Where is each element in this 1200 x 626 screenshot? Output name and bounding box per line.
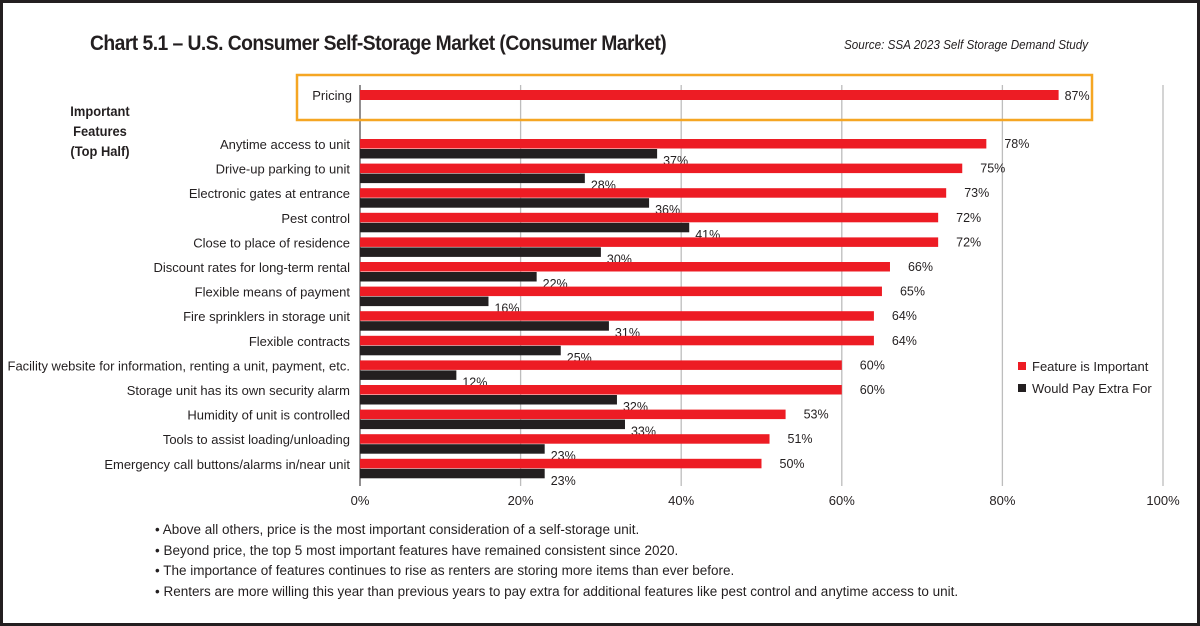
group-label: Important Features (Top Half) (70, 103, 130, 159)
legend-swatch (1018, 362, 1026, 370)
category-label: Pricing (312, 88, 352, 103)
category-label: Flexible contracts (249, 334, 351, 349)
category-label: Emergency call buttons/alarms in/near un… (104, 457, 350, 472)
bar-important (360, 163, 963, 174)
bar-pay-extra (360, 272, 537, 282)
data-label: 51% (788, 432, 813, 446)
category-label: Discount rates for long-term rental (153, 260, 350, 275)
bar-pay-extra (360, 198, 650, 208)
category-label: Flexible means of payment (195, 285, 351, 300)
bar-pay-extra (360, 321, 609, 331)
bar-pay-extra (360, 296, 489, 307)
highlight-box (295, 73, 1094, 122)
category-label: Close to place of residence (193, 235, 350, 250)
note: • Beyond price, the top 5 most important… (155, 542, 679, 558)
category-label: Tools to assist loading/unloading (163, 432, 350, 447)
legend-label: Would Pay Extra For (1032, 381, 1152, 396)
data-label: 72% (956, 235, 981, 249)
data-label: 60% (860, 383, 885, 397)
bar-important (360, 212, 939, 223)
x-tick-label: 40% (668, 493, 694, 508)
bar-important (360, 360, 842, 370)
data-label: 66% (908, 260, 933, 274)
data-label: 87% (1065, 89, 1090, 103)
bar-pay-extra (360, 247, 601, 257)
category-label: Storage unit has its own security alarm (127, 383, 350, 398)
note: • Above all others, price is the most im… (155, 522, 640, 537)
data-label: 72% (956, 211, 981, 225)
data-label: 64% (892, 334, 917, 348)
bar-important (360, 311, 874, 321)
data-label: 53% (804, 408, 829, 422)
bar-important (360, 409, 786, 420)
chart-source: Source: SSA 2023 Self Storage Demand Stu… (844, 37, 1089, 52)
category-label: Drive-up parking to unit (216, 162, 351, 177)
bar-pay-extra (360, 222, 690, 233)
x-tick-label: 80% (989, 493, 1015, 508)
bar-important (360, 434, 770, 444)
bar-important (360, 237, 939, 247)
category-label: Electronic gates at entrance (189, 186, 350, 201)
category-label: Anytime access to unit (220, 137, 350, 152)
bar-pay-extra (360, 468, 545, 479)
category-label: Humidity of unit is controlled (187, 408, 350, 423)
bar-important (360, 188, 947, 198)
data-label: 64% (892, 309, 917, 323)
bar-pay-extra (360, 419, 625, 430)
bar-important (360, 262, 890, 272)
bar-important (360, 385, 842, 395)
chart-title: Chart 5.1 – U.S. Consumer Self-Storage M… (90, 32, 667, 55)
data-label: 65% (900, 285, 925, 299)
data-label: 78% (1004, 137, 1029, 151)
bar-pay-extra (360, 149, 658, 159)
note: • Renters are more willing this year tha… (155, 583, 959, 599)
legend-label: Feature is Important (1032, 359, 1149, 374)
data-label: 75% (980, 162, 1005, 176)
bar-important (360, 335, 874, 346)
data-label: 23% (551, 474, 576, 488)
x-tick-label: 0% (351, 493, 370, 508)
note: • The importance of features continues t… (155, 563, 735, 578)
category-label: Fire sprinklers in storage unit (183, 309, 350, 324)
bar-pay-extra (360, 173, 585, 184)
bar-pay-extra (360, 370, 457, 380)
bar-pay-extra (360, 345, 561, 356)
data-label: 73% (964, 186, 989, 200)
bar-important (360, 458, 762, 469)
x-tick-label: 100% (1146, 493, 1180, 508)
notes-list: • Above all others, price is the most im… (155, 520, 958, 602)
legend-swatch (1018, 384, 1026, 392)
bar-important (360, 139, 987, 149)
x-tick-label: 20% (508, 493, 534, 508)
bar-pay-extra (360, 395, 617, 405)
category-label: Pest control (281, 211, 350, 226)
data-label: 60% (860, 358, 885, 372)
bar-pay-extra (360, 444, 545, 454)
category-label: Facility website for information, rentin… (8, 358, 351, 373)
x-tick-label: 60% (829, 493, 855, 508)
bar-pricing (360, 90, 1059, 100)
data-label: 50% (780, 457, 805, 471)
bar-important (360, 286, 882, 297)
